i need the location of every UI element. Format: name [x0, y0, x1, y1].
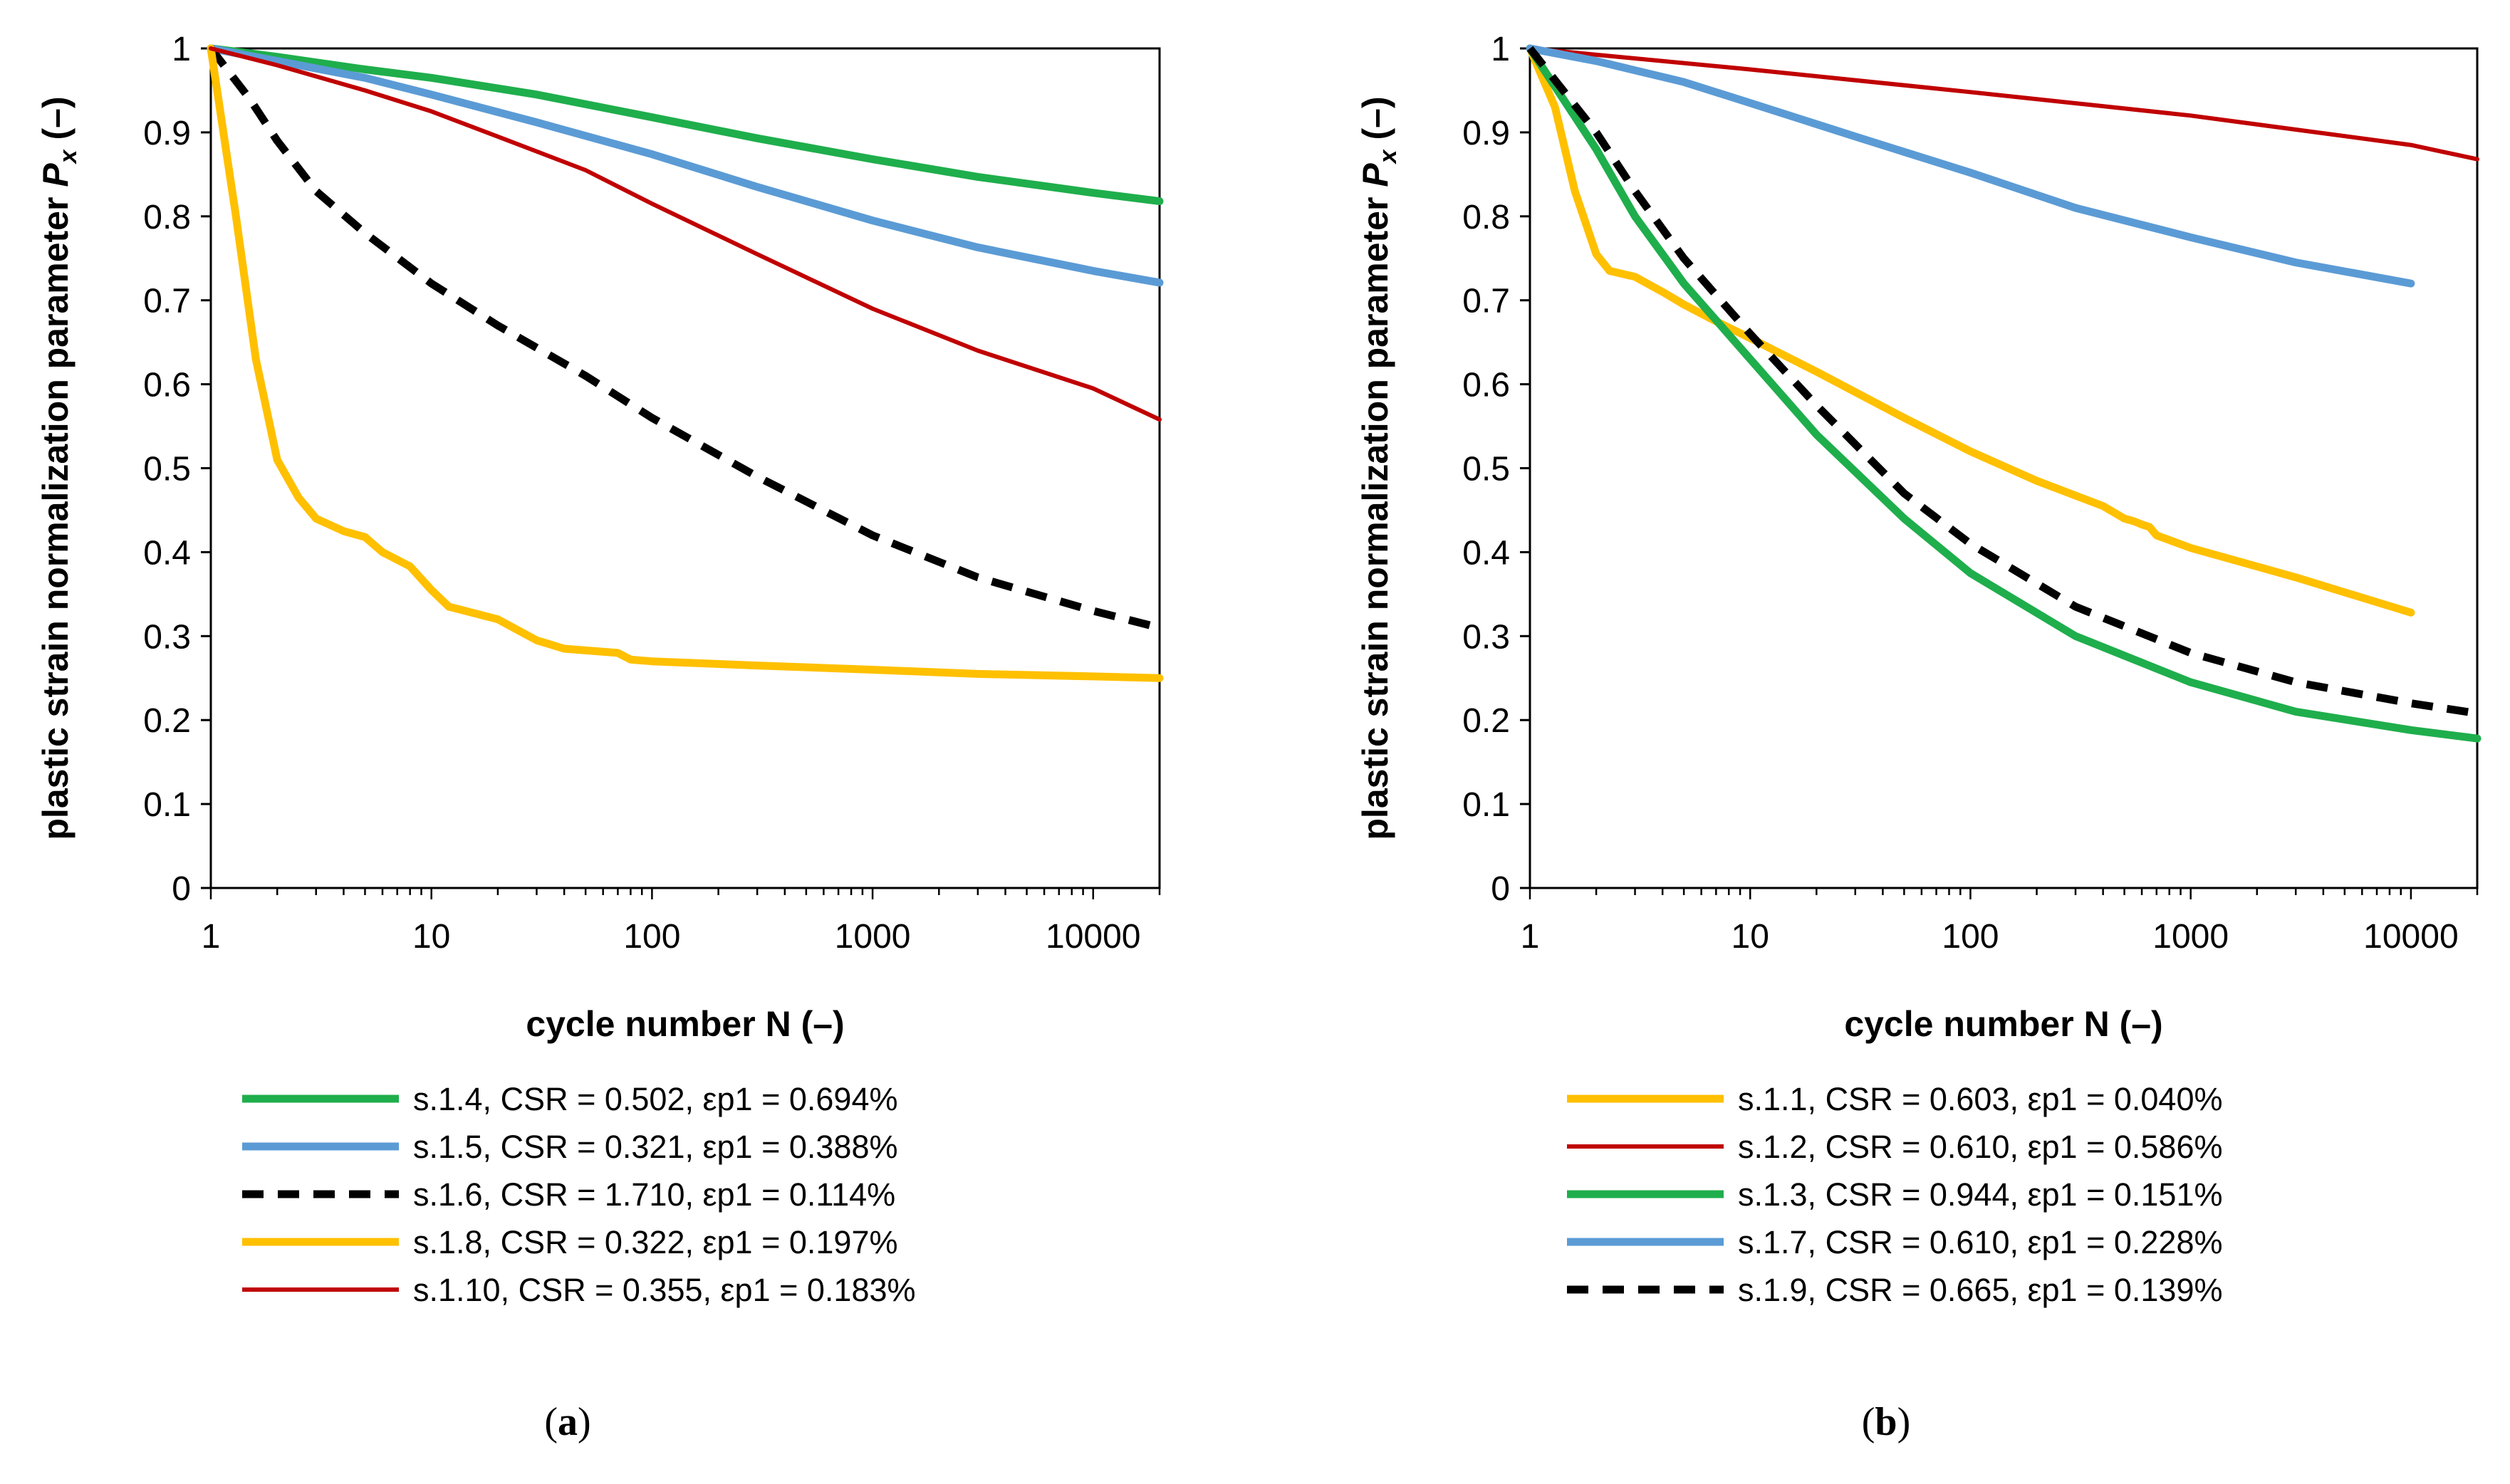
y-tick-label: 0.9	[1462, 115, 1510, 152]
series-line-2	[1528, 46, 2479, 162]
y-tick-label: 1	[172, 31, 191, 68]
y-tick-label: 0.6	[1462, 367, 1510, 404]
y-tick-label: 0	[1491, 870, 1510, 908]
y-tick-label: 0.9	[143, 115, 191, 152]
series-line-4	[1526, 44, 2415, 288]
y-axis-title-symbol: P	[1355, 163, 1395, 187]
panel-caption-letter: b	[1875, 1400, 1897, 1444]
x-tick-label: 100	[623, 918, 680, 956]
panel-caption-open: (	[544, 1400, 558, 1444]
y-tick-label: 0.2	[143, 702, 191, 740]
y-tick-label: 0.1	[143, 786, 191, 824]
y-tick-label: 0.2	[1462, 702, 1510, 740]
y-tick-label: 0.4	[1462, 534, 1510, 572]
y-axis-title-main: plastic strain normalization parameter	[1355, 187, 1395, 840]
x-tick-label: 100	[1942, 918, 1999, 956]
y-axis-title-symbol: P	[36, 163, 75, 187]
y-tick-label: 0.6	[143, 367, 191, 404]
x-axis-title: cycle number N (–)	[526, 1004, 844, 1044]
legend-label-4: s.1.7, CSR = 0.610, εp1 = 0.228%	[1738, 1224, 2223, 1260]
series-line-3	[1526, 44, 2482, 743]
legend-label-3: s.1.6, CSR = 1.710, εp1 = 0.114%	[413, 1176, 895, 1213]
y-axis-title-unit: (–)	[36, 96, 75, 150]
y-axis-title: plastic strain normalization parameter P…	[1355, 96, 1402, 840]
legend-label-2: s.1.5, CSR = 0.321, εp1 = 0.388%	[413, 1129, 898, 1165]
y-tick-label: 0.1	[1462, 786, 1510, 824]
y-axis-title-subscript: x	[1375, 148, 1402, 164]
legend-label-5: s.1.10, CSR = 0.355, εp1 = 0.183%	[413, 1272, 916, 1308]
y-axis-title-main: plastic strain normalization parameter	[36, 187, 75, 840]
x-tick-label: 10	[412, 918, 450, 956]
series-line-3	[207, 46, 1161, 632]
y-tick-label: 0.3	[1462, 618, 1510, 656]
panel-caption-open: (	[1862, 1400, 1875, 1444]
panel-caption-close: )	[1897, 1400, 1911, 1444]
y-tick-label: 0.7	[143, 283, 191, 320]
panel-caption-close: )	[578, 1400, 591, 1444]
plot-frame	[209, 47, 1161, 889]
y-tick-label: 0.5	[1462, 451, 1510, 488]
y-tick-label: 0.4	[143, 534, 191, 572]
legend-label-5: s.1.9, CSR = 0.665, εp1 = 0.139%	[1738, 1272, 2223, 1308]
legend-label-2: s.1.2, CSR = 0.610, εp1 = 0.586%	[1738, 1129, 2223, 1165]
series-line-1	[1526, 44, 2415, 617]
y-tick-label: 0.7	[1462, 283, 1510, 320]
chart-panel-a: 0 0.1 0.2 0.3 0.4 0.5 0.6 0.7 0.8 0.9 1 1 10 100 1000 1…	[36, 31, 1164, 1444]
y-tick-label: 0.3	[143, 618, 191, 656]
legend-label-3: s.1.3, CSR = 0.944, εp1 = 0.151%	[1738, 1176, 2223, 1213]
legend-label-4: s.1.8, CSR = 0.322, εp1 = 0.197%	[413, 1224, 898, 1260]
y-axis-title-unit: (–)	[1355, 96, 1395, 150]
x-tick-label: 1	[202, 918, 221, 956]
x-tick-label: 10000	[1046, 918, 1140, 956]
y-tick-label: 0	[172, 870, 191, 908]
x-tick-label: 1000	[835, 918, 911, 956]
legend-label-1: s.1.4, CSR = 0.502, εp1 = 0.694%	[413, 1081, 898, 1117]
panel-caption: (a)	[544, 1400, 590, 1444]
x-tick-label: 10	[1732, 918, 1769, 956]
series-line-4	[207, 44, 1164, 682]
series-line-1	[207, 44, 1164, 206]
series-line-5	[1526, 46, 2478, 718]
y-tick-label: 0.8	[143, 199, 191, 236]
x-tick-label: 1	[1521, 918, 1540, 956]
x-tick-label: 10000	[2363, 918, 2458, 956]
y-tick-label: 0.8	[1462, 199, 1510, 236]
y-axis-title-subscript: x	[55, 148, 82, 164]
legend-label-1: s.1.1, CSR = 0.603, εp1 = 0.040%	[1738, 1081, 2223, 1117]
y-tick-label: 0.5	[143, 451, 191, 488]
y-axis-title: plastic strain normalization parameter P…	[36, 96, 82, 840]
series-line-2	[207, 44, 1164, 287]
panel-caption: (b)	[1862, 1400, 1910, 1444]
series-line-5	[209, 46, 1162, 422]
panel-caption-letter: a	[558, 1400, 578, 1444]
x-tick-label: 1000	[2152, 918, 2229, 956]
y-tick-label: 1	[1491, 31, 1510, 68]
x-axis-title: cycle number N (–)	[1844, 1004, 2162, 1044]
chart-panel-b: 0 0.1 0.2 0.3 0.4 0.5 0.6 0.7 0.8 0.9 1 1 10 100 1000 1…	[1355, 31, 2482, 1444]
